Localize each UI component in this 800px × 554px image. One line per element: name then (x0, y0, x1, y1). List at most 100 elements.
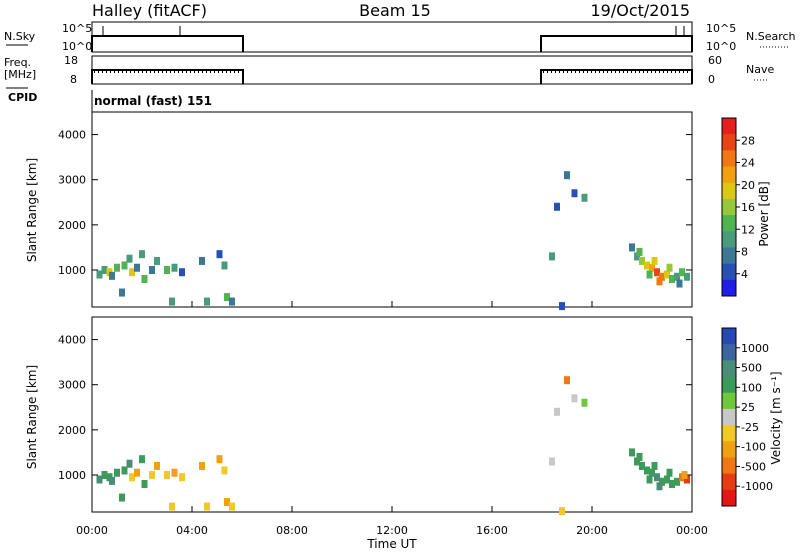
colorbar-swatch (722, 425, 736, 442)
data-cell (119, 493, 125, 502)
data-cell (636, 247, 643, 256)
colorbar-tick-label: -100 (741, 441, 766, 454)
data-cell (101, 470, 108, 479)
data-cell (549, 457, 555, 466)
data-cell (666, 468, 673, 477)
nave-label: Nave (746, 63, 774, 76)
data-cell (179, 473, 185, 482)
data-cell (114, 468, 120, 477)
data-cell (684, 475, 690, 484)
data-cell (669, 480, 675, 489)
data-cell (636, 452, 643, 461)
colorbar-swatch (722, 263, 736, 281)
power-y-ticks: 1000 2000 3000 4000 (58, 129, 692, 277)
colorbar-swatch (722, 231, 736, 248)
colorbar-swatch (722, 392, 736, 410)
x-tick-label: 08:00 (276, 524, 308, 537)
data-cell (126, 459, 133, 468)
colorbar-swatch (722, 134, 736, 151)
nsky-tick-low: 10^0 (62, 40, 92, 53)
colorbar-swatch (722, 182, 736, 200)
nsky-label: N.Sky (4, 30, 36, 43)
nsearch-label: N.Search (746, 30, 796, 43)
data-cell (154, 461, 160, 470)
data-cell (224, 498, 230, 507)
data-cell (639, 461, 645, 470)
time-axis-label: Time UT (366, 537, 417, 551)
cpid-value: normal (fast) 151 (94, 94, 212, 108)
data-cell (684, 272, 690, 281)
data-cell (646, 270, 653, 279)
nave-tick-low: 0 (708, 73, 715, 86)
data-cell (101, 265, 108, 274)
y-tick-label: 4000 (58, 334, 86, 347)
velocity-y-ticks: 1000 2000 3000 4000 (58, 334, 692, 482)
colorbar-tick-label: -500 (741, 460, 766, 473)
data-cell (644, 261, 650, 270)
data-cell (229, 297, 235, 306)
y-tick-label: 1000 (58, 264, 86, 277)
data-cell (649, 263, 655, 272)
data-cell (559, 302, 565, 311)
data-cell (581, 193, 588, 202)
data-cell (564, 171, 570, 180)
nsearch-tick-high: 10^5 (706, 22, 736, 35)
data-cell (96, 270, 103, 279)
data-cell (644, 466, 650, 475)
freq-unit: [MHz] (4, 68, 36, 81)
data-cell (659, 477, 665, 486)
data-cell (229, 502, 235, 511)
data-cell (164, 470, 170, 479)
data-cell (646, 475, 653, 484)
data-cell (129, 268, 135, 277)
freq-trace-left (91, 69, 244, 84)
colorbar-swatch (722, 198, 736, 216)
x-tick-label: 04:00 (176, 524, 208, 537)
data-cell (571, 394, 578, 403)
freq-label: Freq. (4, 56, 31, 69)
x-tick-label: 12:00 (376, 524, 408, 537)
data-cell (224, 293, 230, 302)
power-frame (91, 111, 693, 308)
data-cell (149, 265, 155, 274)
data-cell (634, 252, 640, 261)
power-colorbar: 4 8 12 16 20 24 28 (721, 117, 755, 297)
y-tick-label: 4000 (58, 129, 86, 142)
data-cell (141, 480, 148, 489)
power-cells (96, 171, 690, 311)
data-cell (134, 468, 140, 477)
colorbar-tick-label: -1000 (741, 480, 773, 493)
colorbar-tick-label: 24 (741, 157, 755, 170)
data-cell (676, 279, 683, 288)
data-cell (169, 297, 175, 306)
colorbar-swatch (722, 150, 736, 168)
power-colorbar-label: Power [dB] (757, 181, 771, 246)
data-cell (129, 473, 135, 482)
data-cell (649, 468, 655, 477)
date-title: 19/Oct/2015 (590, 1, 690, 20)
data-cell (549, 252, 555, 261)
data-cell (139, 250, 145, 259)
colorbar-tick-label: 1000 (741, 342, 769, 355)
nsky-trace-right (540, 35, 693, 52)
cpid-label: CPID (8, 91, 37, 104)
data-cell (554, 407, 560, 416)
data-cell (134, 263, 140, 272)
data-cell (121, 466, 128, 475)
x-tick-label: 16:00 (476, 524, 508, 537)
data-cell (659, 272, 665, 281)
y-tick-label: 3000 (58, 174, 86, 187)
y-tick-label: 2000 (58, 219, 86, 232)
data-cell (634, 457, 640, 466)
velocity-panel: 1000 2000 3000 4000 Slant Range [km] (25, 316, 693, 516)
data-cell (666, 263, 673, 272)
beam-title: Beam 15 (359, 1, 431, 20)
data-cell (639, 256, 645, 265)
colorbar-swatch (722, 118, 736, 135)
colorbar-swatch (722, 166, 736, 184)
data-cell (674, 272, 680, 281)
colorbar-swatch (722, 473, 736, 491)
data-cell (121, 261, 128, 270)
colorbar-tick-label: 100 (741, 381, 762, 394)
data-cell (656, 277, 663, 286)
